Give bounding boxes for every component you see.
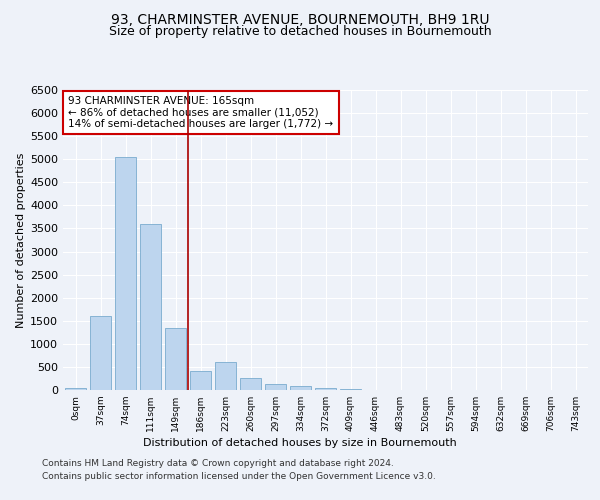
- Y-axis label: Number of detached properties: Number of detached properties: [16, 152, 26, 328]
- Bar: [240, 378, 261, 390]
- Bar: [215, 362, 236, 390]
- Bar: [115, 157, 136, 390]
- Text: Distribution of detached houses by size in Bournemouth: Distribution of detached houses by size …: [143, 438, 457, 448]
- Bar: [315, 388, 336, 390]
- Text: 93 CHARMINSTER AVENUE: 165sqm
← 86% of detached houses are smaller (11,052)
14% : 93 CHARMINSTER AVENUE: 165sqm ← 86% of d…: [68, 96, 334, 129]
- Bar: [90, 316, 111, 390]
- Bar: [290, 386, 311, 390]
- Bar: [340, 389, 361, 390]
- Bar: [65, 388, 86, 390]
- Text: Size of property relative to detached houses in Bournemouth: Size of property relative to detached ho…: [109, 25, 491, 38]
- Bar: [190, 370, 211, 390]
- Bar: [140, 224, 161, 390]
- Text: 93, CHARMINSTER AVENUE, BOURNEMOUTH, BH9 1RU: 93, CHARMINSTER AVENUE, BOURNEMOUTH, BH9…: [111, 12, 489, 26]
- Bar: [165, 328, 186, 390]
- Text: Contains public sector information licensed under the Open Government Licence v3: Contains public sector information licen…: [42, 472, 436, 481]
- Text: Contains HM Land Registry data © Crown copyright and database right 2024.: Contains HM Land Registry data © Crown c…: [42, 458, 394, 468]
- Bar: [265, 384, 286, 390]
